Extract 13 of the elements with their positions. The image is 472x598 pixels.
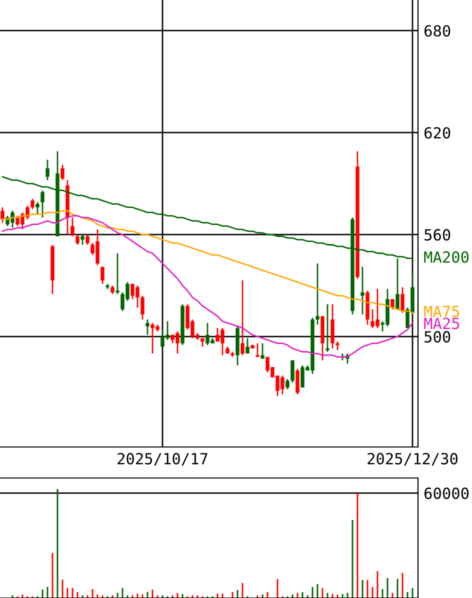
x-tick-label: 2025/10/17 [118, 452, 208, 466]
y-tick-label: 680 [424, 25, 450, 37]
y-tick-label: 500 [424, 331, 450, 343]
y-tick-label: 60000 [424, 488, 469, 500]
candlestick [116, 252, 120, 295]
y-tick-label: 560 [424, 229, 450, 241]
x-tick-label: 2025/12/30 [368, 452, 458, 466]
series-label: MA75 [424, 306, 460, 318]
line-series [2, 215, 414, 358]
series-label: MA200 [424, 251, 469, 263]
candlestick [256, 342, 260, 358]
series-label: MA25 [424, 318, 460, 330]
y-tick-label: 620 [424, 127, 450, 139]
